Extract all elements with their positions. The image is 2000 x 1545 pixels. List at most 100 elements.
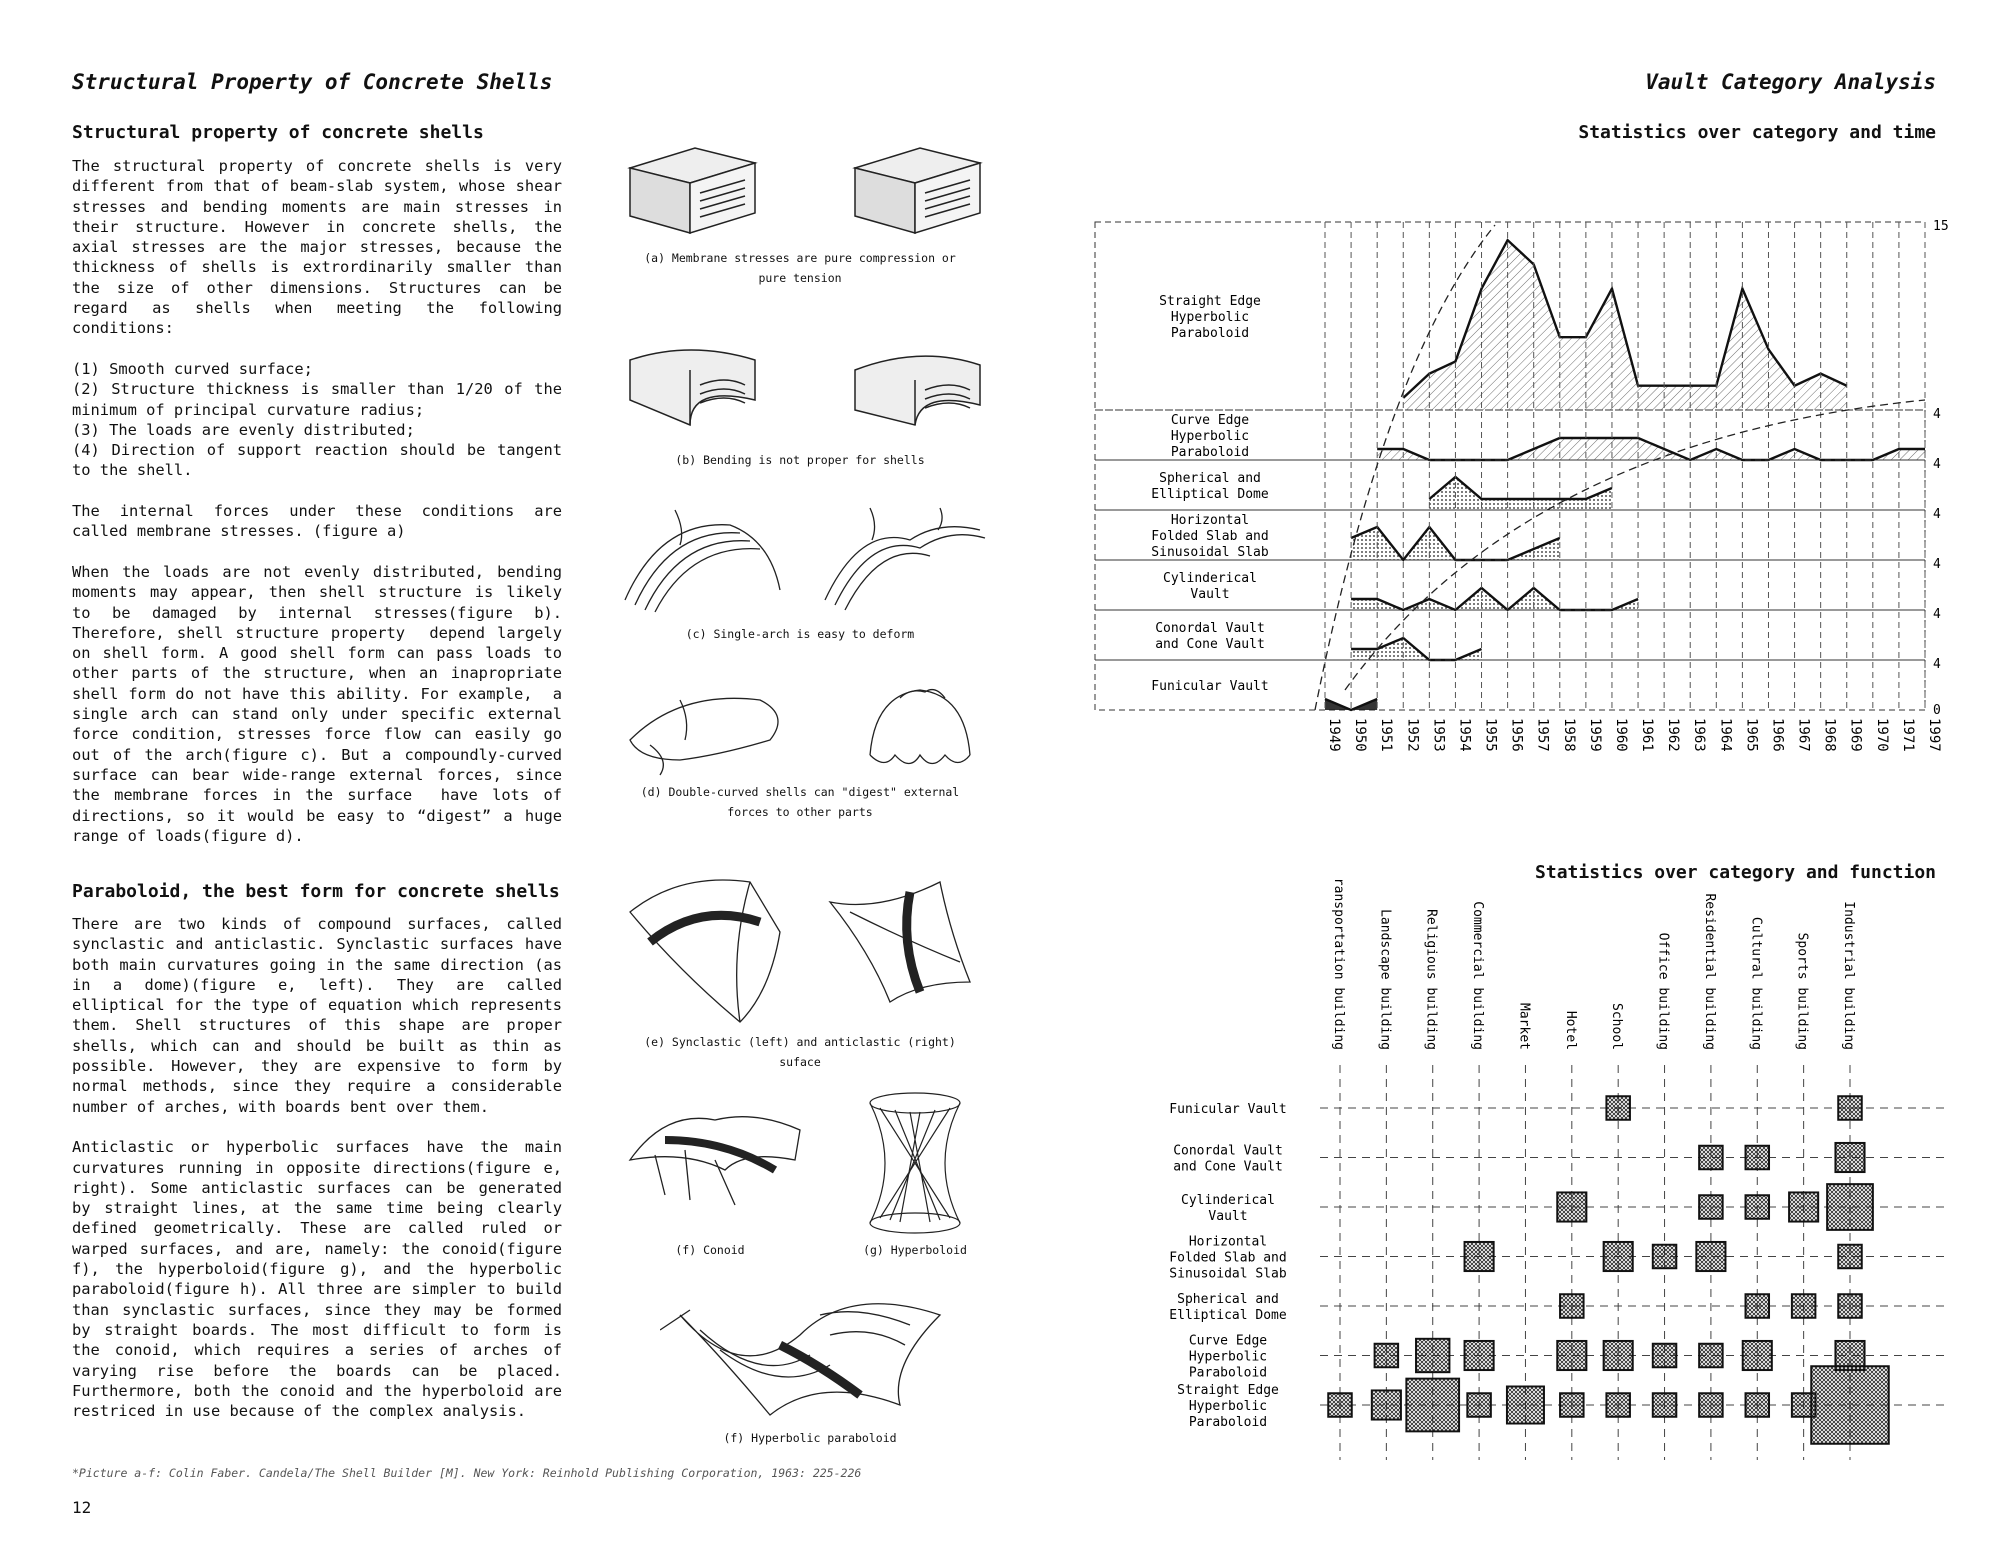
figure-b-bending-blocks xyxy=(629,349,981,427)
year-tick-label: 1971 xyxy=(1900,718,1916,752)
figure-c-single-arch xyxy=(624,507,986,613)
year-tick-label: 1961 xyxy=(1639,718,1655,752)
year-tick-label: 1956 xyxy=(1509,718,1525,752)
figure-g-hyperboloid xyxy=(869,1092,961,1234)
count-square xyxy=(1602,1339,1634,1372)
count-square xyxy=(1698,1342,1724,1369)
category-label: Horizontal Folded Slab and Sinusoidal Slab xyxy=(1169,1235,1287,1282)
page-number: 12 xyxy=(72,1498,92,1517)
count-square xyxy=(1466,1392,1492,1418)
count-square xyxy=(1559,1392,1585,1418)
figure-b-caption: (b) Bending is not proper for shells xyxy=(675,453,925,467)
baseline-label: 0 xyxy=(1933,703,1941,718)
year-tick-label: 1964 xyxy=(1717,718,1733,752)
chart-category-function: Transportation building Landscape buildin… xyxy=(1169,880,1950,1460)
series-area xyxy=(1429,477,1612,510)
figure-a-membrane-blocks xyxy=(627,147,983,235)
function-label: Landscape building xyxy=(1377,909,1392,1050)
count-square xyxy=(1826,1183,1874,1231)
series-area xyxy=(1403,240,1847,410)
count-square xyxy=(1837,1293,1863,1319)
function-label: Industrial building xyxy=(1841,901,1856,1050)
series-label: Straight Edge Hyperbolic Paraboloid xyxy=(1159,294,1261,341)
count-square xyxy=(1559,1293,1585,1319)
section2-title: Paraboloid, the best form for concrete s… xyxy=(72,881,560,902)
function-label: Office building xyxy=(1656,933,1671,1050)
trend-arrow xyxy=(1314,224,1496,711)
year-tick-label: 1970 xyxy=(1874,718,1890,752)
year-tick-label: 1967 xyxy=(1796,718,1812,752)
count-square xyxy=(1370,1389,1402,1421)
series-line xyxy=(1428,475,1613,501)
count-square xyxy=(1744,1293,1771,1319)
left-page-header: Structural Property of Concrete Shells xyxy=(72,70,553,94)
count-square xyxy=(1834,1339,1866,1372)
figure-e-caption: (e) Synclastic (left) and anticlastic (r… xyxy=(644,1035,956,1069)
chart1-title: Statistics over category and time xyxy=(1578,122,1936,143)
count-square xyxy=(1327,1392,1353,1418)
band-max-label: 4 xyxy=(1933,407,1941,422)
year-tick-label: 1997 xyxy=(1926,718,1942,752)
chart-category-time: Straight Edge Hyperbolic Paraboloid 15 Curve… xyxy=(1094,219,1949,752)
function-label: Cultural building xyxy=(1748,917,1763,1050)
figure-h-hyperbolic-paraboloid xyxy=(660,1303,942,1416)
year-tick-label: 1955 xyxy=(1483,718,1499,752)
right-page-header: Vault Category Analysis xyxy=(1645,70,1936,94)
year-tick-label: 1965 xyxy=(1743,718,1759,752)
year-tick-label: 1957 xyxy=(1535,718,1551,752)
figure-h-caption: (f) Hyperbolic paraboloid xyxy=(723,1431,897,1445)
count-square xyxy=(1463,1339,1495,1372)
function-label: Commercial building xyxy=(1470,901,1485,1050)
series-line xyxy=(1351,636,1482,662)
count-square xyxy=(1405,1377,1461,1433)
count-square xyxy=(1373,1342,1400,1369)
year-tick-label: 1958 xyxy=(1561,718,1577,752)
count-square xyxy=(1415,1337,1451,1374)
function-label: Residential building xyxy=(1702,893,1717,1050)
section2-text: There are two kinds of compound surfaces… xyxy=(72,915,562,1421)
year-tick-label: 1954 xyxy=(1456,718,1472,752)
year-tick-label: 1950 xyxy=(1352,718,1368,752)
function-label: Transportation building xyxy=(1331,880,1346,1050)
count-square xyxy=(1695,1240,1727,1273)
series-label: Spherical and Elliptical Dome xyxy=(1151,471,1269,502)
category-label: Funicular Vault xyxy=(1169,1102,1286,1117)
year-tick-label: 1952 xyxy=(1404,718,1420,752)
year-tick-label: 1953 xyxy=(1430,718,1446,752)
trend-arrow xyxy=(1344,399,1926,691)
section1-title: Structural property of concrete shells xyxy=(72,122,484,143)
count-square xyxy=(1602,1240,1634,1273)
count-square xyxy=(1556,1339,1588,1372)
year-tick-label: 1966 xyxy=(1769,718,1785,752)
footnote: *Picture a-f: Colin Faber. Candela/The S… xyxy=(72,1466,862,1480)
year-tick-label: 1968 xyxy=(1822,718,1838,752)
count-square xyxy=(1505,1385,1545,1425)
category-label: Conordal Vault and Cone Vault xyxy=(1173,1144,1283,1175)
count-square xyxy=(1744,1194,1771,1220)
function-label: School xyxy=(1609,1003,1624,1050)
count-square xyxy=(1605,1095,1631,1121)
function-label: Hotel xyxy=(1563,1011,1578,1050)
count-square xyxy=(1744,1392,1771,1418)
count-square xyxy=(1698,1194,1724,1220)
band-max-label: 15 xyxy=(1933,219,1949,234)
year-tick-label: 1949 xyxy=(1326,718,1342,752)
count-square xyxy=(1651,1243,1678,1270)
function-label: Market xyxy=(1516,1003,1531,1050)
figure-g-caption: (g) Hyperboloid xyxy=(863,1243,967,1257)
count-square xyxy=(1698,1392,1724,1418)
count-square xyxy=(1788,1191,1820,1223)
section1-text: The structural property of concrete shel… xyxy=(72,157,562,845)
count-square xyxy=(1651,1392,1678,1418)
count-square xyxy=(1698,1144,1724,1171)
year-tick-label: 1959 xyxy=(1587,718,1603,752)
figure-c-caption: (c) Single-arch is easy to deform xyxy=(685,627,915,641)
count-square xyxy=(1744,1144,1771,1171)
function-label: Sports building xyxy=(1795,933,1810,1050)
count-square xyxy=(1837,1095,1863,1121)
figure-d-caption: (d) Double-curved shells can "digest" ex… xyxy=(640,785,960,819)
figure-f-caption: (f) Conoid xyxy=(675,1243,745,1257)
category-label: Spherical and Elliptical Dome xyxy=(1169,1292,1287,1323)
band-max-label: 4 xyxy=(1933,607,1941,622)
band-max-label: 4 xyxy=(1933,457,1941,472)
